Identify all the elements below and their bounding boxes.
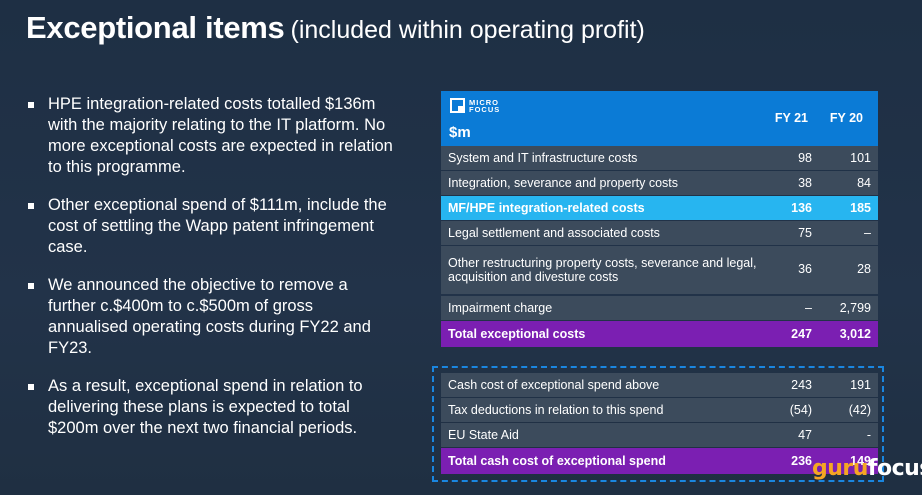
bullet-square-icon [28,102,34,108]
row-value-fy21: 98 [798,151,812,165]
row-label: Total cash cost of exceptional spend [448,454,666,468]
bullet-list: HPE integration-related costs totalled $… [28,94,393,456]
row-label: Legal settlement and associated costs [448,226,660,240]
table-row: Legal settlement and associated costs 75… [441,221,878,245]
row-value-fy21: 243 [791,378,812,392]
row-value-fy21: – [805,301,812,315]
column-header-fy21: FY 21 [774,111,808,125]
table-row: Impairment charge – 2,799 [441,296,878,320]
row-value-fy20: 84 [857,176,871,190]
row-value-fy20: 191 [850,378,871,392]
row-label: Total exceptional costs [448,327,586,341]
bullet-square-icon [28,384,34,390]
bullet-text: Other exceptional spend of $111m, includ… [48,196,387,256]
bullet-text: As a result, exceptional spend in relati… [48,377,363,437]
row-value-fy20: 185 [850,201,871,215]
row-value-fy20: (42) [848,403,871,417]
row-label: System and IT infrastructure costs [448,151,638,165]
row-label: Impairment charge [448,301,553,315]
table-row-highlight: MF/HPE integration-related costs 136 185 [441,196,878,220]
cash-table-row: Tax deductions in relation to this spend… [441,398,878,422]
row-value-fy21: 38 [798,176,812,190]
table-row-total: Total exceptional costs 247 3,012 [441,321,878,347]
bullet-item: We announced the objective to remove a f… [28,275,393,359]
row-value-fy21: 236 [791,454,812,468]
row-label: Tax deductions in relation to this spend [448,403,664,417]
row-value-fy20: 3,012 [839,327,871,341]
row-label: Other restructuring property costs, seve… [448,256,757,284]
row-value-fy21: (54) [789,403,812,417]
row-value-fy21: 247 [791,327,812,341]
row-label: EU State Aid [448,428,519,442]
row-value-fy20: - [866,428,871,442]
title-subtitle: (included within operating profit) [290,16,645,44]
bullet-square-icon [28,203,34,209]
row-value-fy20: 2,799 [839,301,871,315]
gurufocus-watermark: gurufocus [812,456,922,481]
row-value-fy20: 101 [850,151,871,165]
cash-table-row-total: Total cash cost of exceptional spend 236… [441,448,878,474]
row-value-fy20: 28 [857,262,871,276]
table-row: System and IT infrastructure costs 98 10… [441,146,878,170]
bullet-text: HPE integration-related costs totalled $… [48,95,393,176]
table-row: Integration, severance and property cost… [441,171,878,195]
bullet-text: We announced the objective to remove a f… [48,276,371,357]
row-label: Cash cost of exceptional spend above [448,378,660,392]
row-value-fy21: 47 [798,428,812,442]
cash-cost-dashed-box [432,366,884,482]
column-header-fy20: FY 20 [829,111,863,125]
micro-focus-logo-icon [450,98,465,113]
bullet-item: Other exceptional spend of $111m, includ… [28,195,393,258]
bullet-item: HPE integration-related costs totalled $… [28,94,393,178]
row-label: Integration, severance and property cost… [448,176,678,190]
title-main: Exceptional items [26,10,285,45]
row-value-fy20: 149 [850,454,871,468]
row-label: MF/HPE integration-related costs [448,201,645,215]
table-row: Other restructuring property costs, seve… [441,246,878,294]
slide-title: Exceptional items (included within operat… [26,10,645,46]
row-value-fy21: 75 [798,226,812,240]
bullet-item: As a result, exceptional spend in relati… [28,376,393,439]
cash-table-row: Cash cost of exceptional spend above 243… [441,373,878,397]
cash-table-row: EU State Aid 47 - [441,423,878,447]
row-value-fy21: 36 [798,262,812,276]
row-value-fy20: – [864,226,871,240]
micro-focus-logo: MICRO FOCUS [450,98,500,113]
bullet-square-icon [28,283,34,289]
row-value-fy21: 136 [791,201,812,215]
unit-label: $m [449,124,471,141]
table-header: MICRO FOCUS $m FY 21 FY 20 [441,91,878,146]
